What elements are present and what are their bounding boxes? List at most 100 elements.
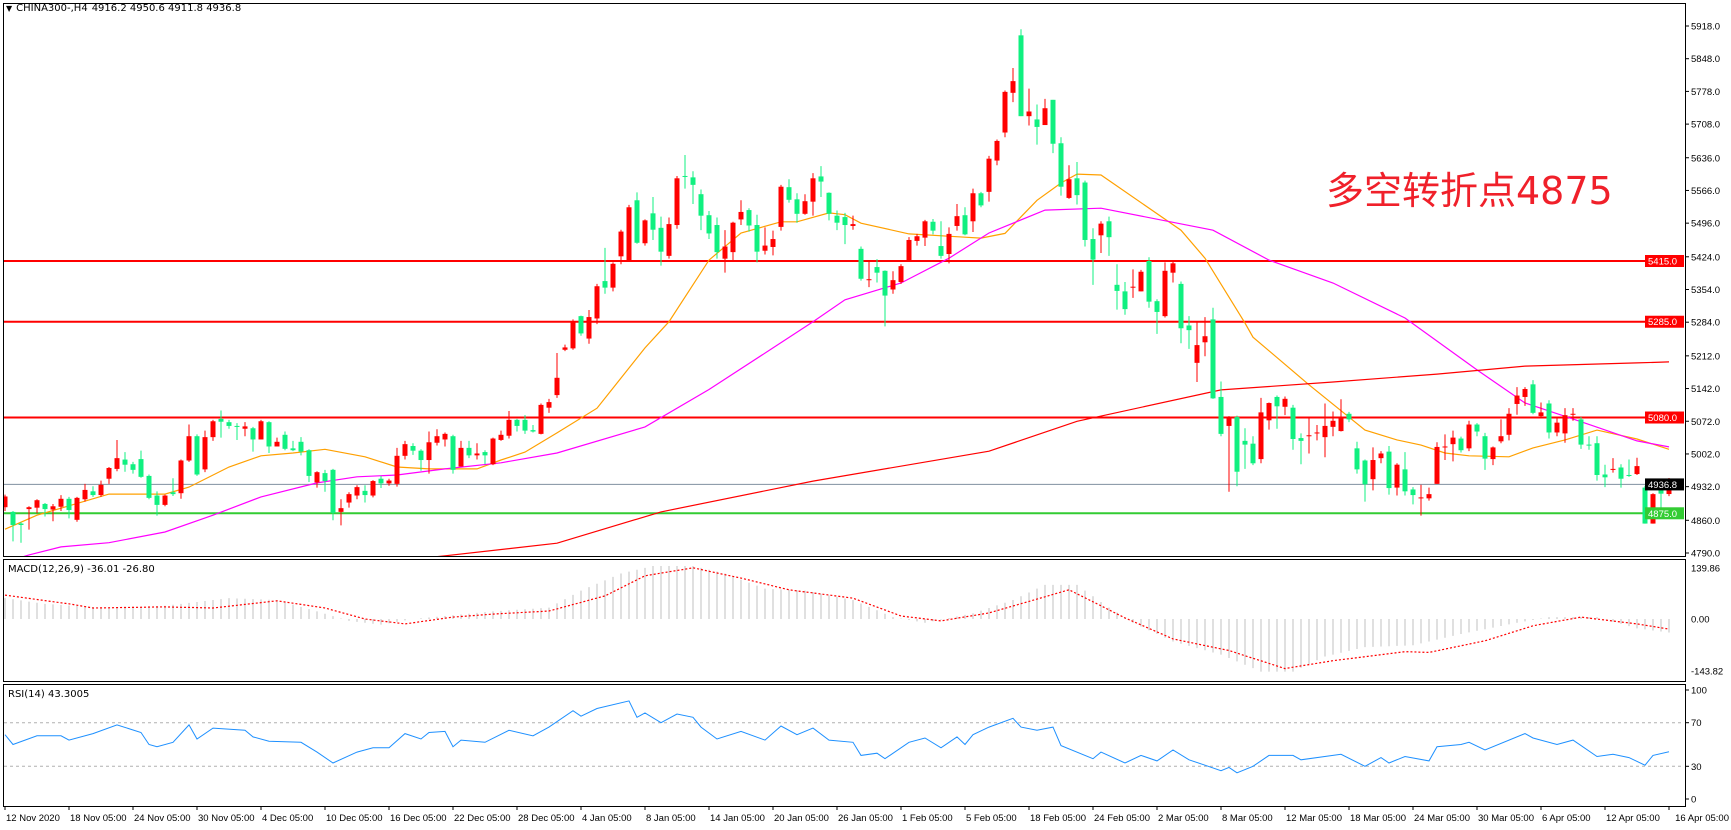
price-tags: 5415.0 5285.0 5080.0 4875.0 4936.8 [1645,255,1684,520]
candle [490,437,496,466]
candle-body [1338,417,1344,432]
candle-body [298,441,304,452]
candle [834,210,840,231]
candle [1578,417,1584,449]
candle [922,219,928,247]
candle-body [674,178,680,226]
candle-body [1370,460,1376,480]
candle [570,319,576,350]
candle [1098,221,1104,254]
candle [1138,269,1144,292]
candle-body [1562,415,1568,434]
candle [402,440,408,460]
price-tick-label: 5918.0 [1691,22,1720,33]
candle-body [418,450,424,461]
candle [362,485,368,503]
candle-body [1122,291,1128,310]
candle [26,506,32,530]
candle [162,494,168,507]
candle-body [322,473,328,482]
rsi-line [4,700,1670,774]
candle-body [1010,81,1016,93]
price-levels [4,260,1684,515]
candle-body [1442,446,1448,448]
macd-tick-label: -143.82 [1691,667,1723,678]
candle-body [986,158,992,192]
candle [1354,441,1360,474]
candle-body [170,492,176,495]
candle-body [826,192,832,214]
candle [1194,322,1200,383]
candle [618,229,624,265]
candle [34,499,40,514]
rsi-plot [4,700,1684,774]
candle [1426,487,1432,501]
candle-body [1050,99,1056,144]
candle [554,353,560,398]
candle-body [882,270,888,296]
candle-body [354,487,360,496]
candle-body [1498,436,1504,442]
candle [1314,424,1320,441]
candle-body [930,221,936,231]
candle-body [378,478,384,484]
candle-body [1602,474,1608,478]
candle [658,216,664,266]
candle [562,344,568,352]
candle-body [1530,384,1536,413]
candle-body [1570,413,1576,415]
candle [250,426,256,452]
candle [242,422,248,437]
candle-body [1026,111,1032,117]
candle [1034,104,1040,145]
candle [1626,459,1632,477]
candle [266,421,272,454]
candle-body [66,498,72,511]
candle-body [1426,494,1432,499]
candle-body [410,446,416,451]
candle-body [562,347,568,350]
time-tick-label: 6 Apr 05:00 [1542,813,1591,824]
candle-body [858,248,864,279]
annotation-text: 多空转折点4875 [1326,169,1613,213]
candle [1490,446,1496,466]
candle-body [250,428,256,440]
candles [4,29,1672,543]
candle-body [274,441,280,447]
candle [1114,264,1120,310]
candle-body [994,140,1000,161]
rsi-panel [3,684,1686,807]
candle [1418,484,1424,516]
time-tick-label: 8 Mar 05:00 [1222,813,1273,824]
time-tick-label: 4 Jan 05:00 [582,813,632,824]
candle [770,230,776,256]
candle-body [530,430,536,432]
price-tag-label: 4936.8 [1648,480,1677,491]
candle [746,208,752,232]
candle [290,440,296,452]
candle-body [514,419,520,426]
candle [842,212,848,245]
candle [282,431,288,451]
triangle-down-icon[interactable]: ▼ [6,4,13,13]
time-tick-label: 18 Feb 05:00 [1030,813,1086,824]
candle-body [1106,221,1112,238]
candle-body [786,187,792,200]
candle [594,283,600,325]
candle-body [42,503,48,510]
candle [602,247,608,294]
candle-body [778,186,784,227]
candle [42,503,48,517]
price-tag [1645,411,1684,424]
candle-body [402,444,408,456]
candle-body [714,225,720,253]
price-tick-label: 5142.0 [1691,384,1720,395]
candle-body [1114,284,1120,291]
candle [1602,464,1608,488]
candle-body [82,489,88,500]
candle-body [682,175,688,177]
candle-body [1154,301,1160,312]
macd-signal-line [4,567,1670,670]
candle-body [306,450,312,476]
